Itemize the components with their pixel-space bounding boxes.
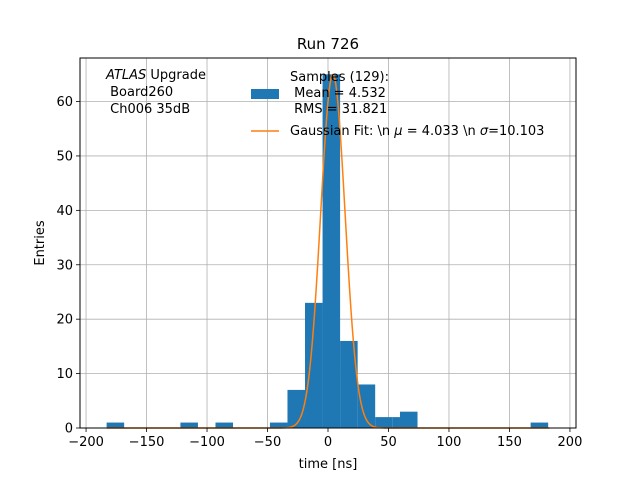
x-tick-label: 150: [497, 435, 522, 450]
legend-fit-sigma-value: =10.103: [488, 124, 544, 139]
legend-fit-mu-value: = 4.033 \n: [403, 124, 480, 139]
legend-histogram-swatch: [251, 89, 279, 99]
annotation-atlas: ATLAS: [105, 68, 146, 83]
annotation-line-3: Ch006 35dB: [106, 102, 190, 117]
annotation-line-2: Board260: [106, 85, 173, 100]
x-tick-label: −100: [189, 435, 225, 450]
histogram-bar: [392, 417, 400, 428]
histogram-bar: [180, 422, 198, 428]
legend-fit-label: Gaussian Fit: \n μ = 4.033 \n σ=10.103: [290, 124, 544, 139]
y-tick-label: 20: [56, 313, 73, 328]
histogram-bar: [269, 422, 288, 428]
legend-samples-line-2: Mean = 4.532: [290, 86, 386, 101]
y-tick-label: 40: [56, 204, 73, 219]
legend-fit-sigma-symbol: σ: [480, 124, 489, 139]
x-tick-label: −50: [254, 435, 281, 450]
histogram-bar: [215, 422, 234, 428]
histogram-bars: [106, 74, 549, 428]
histogram-bar: [305, 302, 323, 428]
x-axis-label: time [ns]: [299, 457, 358, 472]
legend: Samples (129): Mean = 4.532 RMS = 31.821…: [251, 70, 544, 139]
x-tick-label: 50: [380, 435, 397, 450]
atlas-annotation: ATLAS Upgrade Board260 Ch006 35dB: [105, 68, 206, 117]
x-tick-label: 200: [558, 435, 583, 450]
histogram-bar: [530, 422, 549, 428]
x-tick-label: −200: [68, 435, 104, 450]
x-tick-label: −150: [129, 435, 165, 450]
histogram-bar: [399, 411, 418, 428]
histogram-bar: [357, 384, 376, 428]
y-axis-label: Entries: [33, 220, 48, 266]
legend-fit-prefix: Gaussian Fit: \n: [290, 124, 394, 139]
y-axis-ticks: 0 10 20 30 40 50 60: [56, 95, 80, 437]
x-axis-ticks: −200 −150 −100 −50 0 50 100 150 200: [68, 428, 582, 450]
histogram-bar: [106, 422, 125, 428]
histogram-bar: [340, 340, 358, 428]
histogram-bar: [322, 74, 341, 428]
legend-samples-line-3: RMS = 31.821: [290, 102, 387, 117]
annotation-upgrade: Upgrade: [146, 68, 206, 83]
y-tick-label: 60: [56, 95, 73, 110]
y-tick-label: 50: [56, 149, 73, 164]
chart-title: Run 726: [297, 35, 359, 53]
y-tick-label: 0: [65, 422, 73, 437]
x-tick-label: 0: [324, 435, 332, 450]
legend-fit-mu-symbol: μ: [393, 124, 402, 139]
annotation-line-1: ATLAS Upgrade: [105, 68, 206, 83]
legend-samples-line-1: Samples (129):: [290, 70, 389, 85]
y-tick-label: 10: [56, 367, 73, 382]
histogram-bar: [287, 389, 306, 428]
y-tick-label: 30: [56, 258, 73, 273]
x-tick-label: 100: [437, 435, 462, 450]
histogram-bar: [375, 417, 393, 428]
